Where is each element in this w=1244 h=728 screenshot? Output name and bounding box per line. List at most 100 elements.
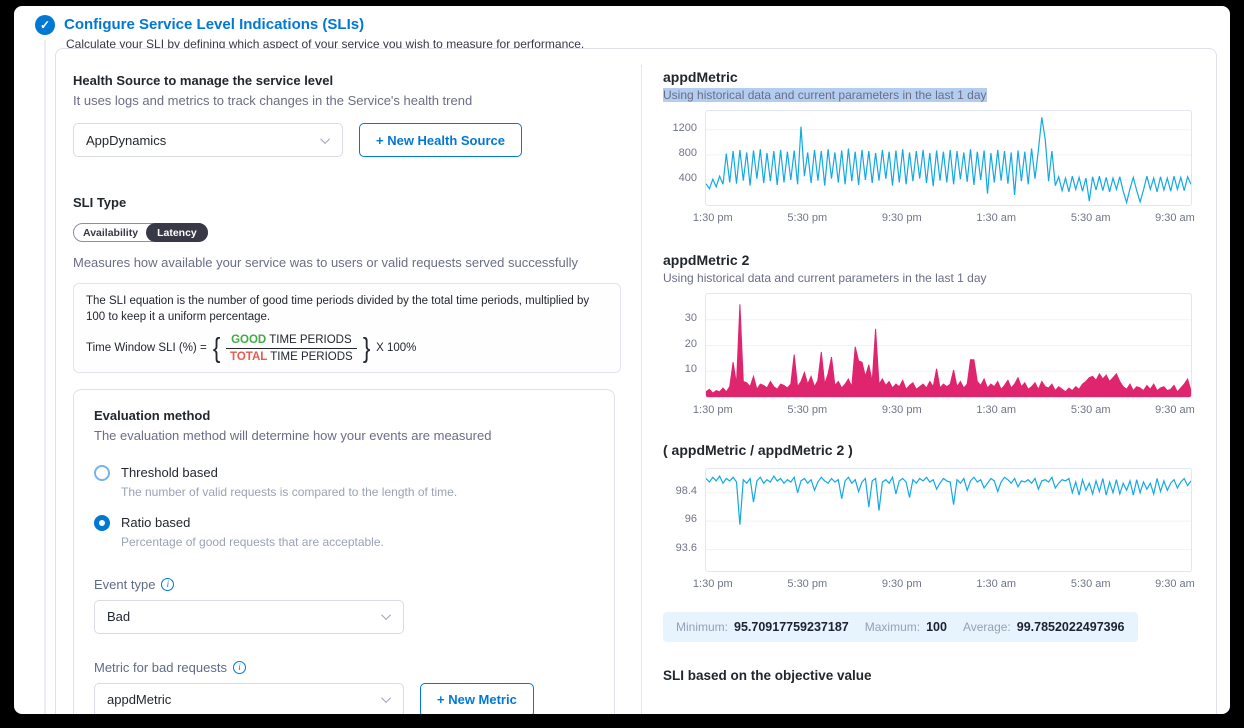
numerator-rest: TIME PERIODS <box>266 333 352 346</box>
check-circle-icon: ✓ <box>35 15 55 35</box>
stat-label: Average: <box>962 620 1011 634</box>
toggle-option-availability[interactable]: Availability <box>83 226 139 239</box>
x-tick-label: 5:30 am <box>1070 404 1111 416</box>
x-tick-label: 5:30 pm <box>787 404 828 416</box>
y-tick-label: 1200 <box>672 121 697 134</box>
x-tick-label: 9:30 pm <box>881 404 922 416</box>
metric-bad-select[interactable]: appdMetric <box>94 682 404 714</box>
sli-objective-heading: SLI based on the objective value <box>663 668 872 683</box>
x-tick-label: 5:30 am <box>1070 578 1111 590</box>
chevron-down-icon <box>381 610 392 621</box>
y-tick-label: 30 <box>684 311 697 324</box>
health-source-select[interactable]: AppDynamics <box>73 123 343 157</box>
chart-plot <box>705 110 1192 206</box>
stat-label: Minimum: <box>676 620 729 634</box>
radio-description: Percentage of good requests that are acc… <box>121 534 384 549</box>
x-tick-label: 1:30 pm <box>692 578 733 590</box>
x-tick-label: 9:30 am <box>1155 212 1195 224</box>
x-tick-label: 9:30 pm <box>881 578 922 590</box>
event-type-value: Bad <box>107 609 131 625</box>
y-tick-label: 400 <box>678 171 697 184</box>
radio-selected-icon <box>94 514 110 531</box>
y-axis-labels: 30 20 10 <box>663 293 705 398</box>
new-metric-button[interactable]: + New Metric <box>420 682 534 714</box>
radio-label: Threshold based <box>121 465 218 481</box>
sli-form-column: Health Source to manage the service leve… <box>56 49 641 714</box>
x-tick-label: 5:30 pm <box>787 578 828 590</box>
x-tick-label: 9:30 pm <box>881 212 922 224</box>
stat-value: 95.70917759237187 <box>734 620 849 634</box>
chevron-down-icon <box>320 133 331 144</box>
x-axis-labels: 1:30 pm 5:30 pm 9:30 pm 1:30 am 5:30 am 9:30 … <box>693 578 1195 592</box>
y-tick-label: 20 <box>684 337 697 350</box>
health-source-value: AppDynamics <box>86 132 167 148</box>
y-tick-label: 800 <box>678 146 697 159</box>
stats-bar: Minimum: 95.70917759237187 Maximum: 100 … <box>663 612 1138 642</box>
column-divider <box>641 65 642 714</box>
brace-close: } <box>362 332 371 364</box>
evaluation-heading: Evaluation method <box>94 407 211 423</box>
y-tick-label: 10 <box>684 363 697 376</box>
y-tick-label: 93.6 <box>675 541 697 554</box>
radio-label: Ratio based <box>121 515 191 531</box>
x-tick-label: 9:30 am <box>1155 404 1195 416</box>
sli-type-heading: SLI Type <box>73 195 127 210</box>
chevron-down-icon <box>381 693 392 704</box>
stat-maximum: Maximum: 100 <box>865 620 947 634</box>
y-tick-label: 96 <box>684 513 697 526</box>
evaluation-card: Evaluation method The evaluation method … <box>73 388 615 714</box>
chart-appdmetric-2: appdMetric 2 Using historical data and c… <box>663 252 1195 418</box>
radio-description: The number of valid requests is compared… <box>121 484 458 499</box>
stat-label: Maximum: <box>864 620 921 634</box>
total-term: TOTAL <box>230 350 268 363</box>
health-source-heading: Health Source to manage the service leve… <box>73 73 334 88</box>
stat-average: Average: 99.7852022497396 <box>963 620 1125 634</box>
metric-bad-label-text: Metric for bad requests <box>94 659 227 675</box>
chart-subtitle: Using historical data and current parame… <box>663 88 1192 102</box>
chart-plot <box>705 468 1192 572</box>
event-type-label-text: Event type <box>94 576 156 592</box>
chart-series <box>706 304 1191 397</box>
page: ✓ Configure Service Level Indications (S… <box>14 6 1230 714</box>
brace-open: { <box>212 332 221 364</box>
sli-equation-box: The SLI equation is the number of good t… <box>73 283 621 373</box>
denominator-rest: TIME PERIODS <box>267 350 353 363</box>
equation-fraction: GOOD TIME PERIODS TOTAL TIME PERIODS <box>226 334 357 363</box>
new-health-source-button[interactable]: + New Health Source <box>359 123 522 157</box>
y-axis-labels: 1200 800 400 <box>663 110 705 206</box>
toggle-option-latency[interactable]: Latency <box>146 223 208 242</box>
chart-series <box>706 117 1191 205</box>
stat-value: 99.7852022497396 <box>1016 620 1125 634</box>
y-axis-labels: 98.4 96 93.6 <box>663 468 705 572</box>
info-icon[interactable]: i <box>161 577 175 591</box>
radio-unselected-icon <box>94 464 110 481</box>
chart-subtitle-text: Using historical data and current parame… <box>663 271 987 285</box>
event-type-select[interactable]: Bad <box>94 599 404 634</box>
x-axis-labels: 1:30 pm 5:30 pm 9:30 pm 1:30 am 5:30 am 9:30 … <box>693 212 1195 226</box>
metric-bad-value: appdMetric <box>107 692 172 708</box>
x-tick-label: 1:30 pm <box>692 404 733 416</box>
chart-series <box>706 474 1191 551</box>
good-term: GOOD <box>231 333 267 346</box>
x-tick-label: 1:30 pm <box>692 212 733 224</box>
sli-type-description: Measures how available your service was … <box>73 255 579 270</box>
event-type-label: Event type i <box>94 577 594 592</box>
x-axis-labels: 1:30 pm 5:30 pm 9:30 pm 1:30 am 5:30 am 9:30 … <box>693 404 1195 418</box>
equation-formula: Time Window SLI (%) = { GOOD TIME PERIOD… <box>86 334 608 363</box>
stat-minimum: Minimum: 95.70917759237187 <box>676 620 849 634</box>
chart-title: appdMetric <box>663 69 738 85</box>
chart-subtitle-text: Using historical data and current parame… <box>663 88 987 102</box>
stat-value: 100 <box>926 620 947 634</box>
chart-title: appdMetric 2 <box>663 252 750 268</box>
x-tick-label: 1:30 am <box>976 578 1017 590</box>
chart-title: ( appdMetric / appdMetric 2 ) <box>663 442 853 458</box>
radio-ratio[interactable]: Ratio based <box>94 514 594 531</box>
metric-bad-label: Metric for bad requests i <box>94 660 594 675</box>
radio-threshold[interactable]: Threshold based <box>94 464 594 481</box>
health-source-description: It uses logs and metrics to track change… <box>73 93 473 108</box>
x-tick-label: 5:30 am <box>1070 212 1111 224</box>
chart-ratio: ( appdMetric / appdMetric 2 ) 98.4 96 93.6… <box>663 442 1195 592</box>
info-icon[interactable]: i <box>232 660 246 674</box>
x-tick-label: 5:30 pm <box>787 212 828 224</box>
sli-type-toggle: Availability Latency <box>73 223 208 242</box>
